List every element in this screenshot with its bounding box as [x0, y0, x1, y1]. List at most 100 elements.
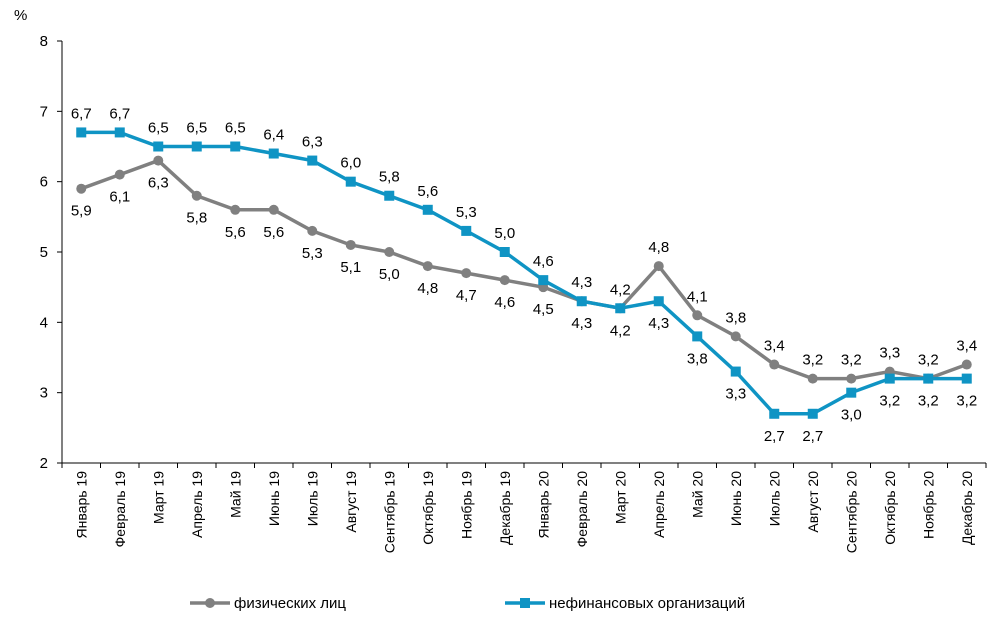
x-tick-label: Май 20	[689, 471, 705, 518]
marker	[307, 155, 318, 166]
data-label: 4,5	[533, 301, 554, 318]
x-tick-label: Август 19	[343, 471, 359, 533]
data-label: 4,8	[648, 239, 669, 256]
x-tick-label: Февраль 19	[112, 471, 128, 548]
y-tick-label: 6	[40, 174, 48, 191]
x-tick-label: Июнь 19	[266, 471, 282, 526]
x-tick-label: Март 19	[150, 471, 166, 524]
x-tick-label: Декабрь 19	[497, 471, 513, 545]
series-line	[81, 130, 967, 416]
x-tick-label: Июль 19	[304, 471, 320, 526]
data-label: 6,4	[263, 127, 284, 144]
x-tick-label: Июль 20	[766, 471, 782, 526]
marker	[884, 373, 895, 384]
marker	[461, 225, 472, 236]
data-label: 3,2	[802, 352, 823, 369]
x-tick-label: Октябрь 19	[420, 471, 436, 545]
marker	[730, 366, 741, 377]
data-label: 3,2	[918, 352, 939, 369]
data-label: 3,8	[687, 350, 708, 367]
data-label: 5,0	[379, 266, 400, 283]
marker	[692, 331, 703, 342]
data-label: 5,1	[340, 259, 361, 276]
data-label: 5,6	[263, 224, 284, 241]
y-tick-label: 7	[40, 103, 48, 120]
data-label: 6,0	[340, 155, 361, 172]
x-tick-label: Январь 20	[535, 471, 551, 539]
marker	[384, 190, 395, 201]
marker	[345, 239, 356, 250]
data-label: 3,3	[725, 386, 746, 403]
marker	[114, 169, 125, 180]
marker	[538, 275, 549, 286]
marker	[461, 268, 472, 279]
marker	[846, 373, 857, 384]
x-tick-label: Декабрь 20	[959, 471, 975, 545]
marker	[268, 148, 279, 159]
marker	[846, 387, 857, 398]
marker	[153, 155, 164, 166]
marker	[191, 141, 202, 152]
data-label: 3,2	[956, 393, 977, 410]
y-tick-label: 5	[40, 244, 48, 261]
data-label: 3,3	[879, 345, 900, 362]
x-tick-label: Январь 19	[73, 471, 89, 539]
data-label: 4,3	[571, 274, 592, 291]
x-tick-label: Август 20	[805, 471, 821, 533]
data-label: 3,0	[841, 407, 862, 424]
marker	[191, 190, 202, 201]
x-tick-label: Ноябрь 19	[458, 471, 474, 539]
x-tick-label: Июнь 20	[728, 471, 744, 526]
marker	[769, 359, 780, 370]
data-label: 6,5	[186, 120, 207, 137]
y-tick-label: 3	[40, 385, 48, 402]
data-label: 5,9	[71, 203, 92, 220]
marker	[615, 303, 626, 314]
marker	[422, 261, 433, 272]
marker	[692, 310, 703, 321]
marker	[807, 373, 818, 384]
marker	[153, 141, 164, 152]
data-label: 3,4	[956, 338, 977, 355]
data-label: 4,3	[648, 315, 669, 332]
data-label: 4,2	[610, 322, 631, 339]
legend-marker	[205, 598, 215, 608]
data-label: 3,4	[764, 338, 785, 355]
series-line	[80, 158, 968, 381]
legend-label: физических лиц	[234, 595, 346, 612]
x-tick-label: Ноябрь 20	[920, 471, 936, 539]
x-tick-label: Февраль 20	[574, 471, 590, 548]
marker	[345, 176, 356, 187]
y-tick-label: 2	[40, 455, 48, 472]
marker	[114, 127, 125, 138]
x-tick-label: Май 19	[227, 471, 243, 518]
data-label: 4,7	[456, 287, 477, 304]
marker	[384, 247, 395, 257]
legend-marker	[520, 598, 530, 608]
x-tick-label: Сентябрь 20	[843, 471, 859, 553]
marker	[230, 141, 241, 152]
data-label: 2,7	[802, 428, 823, 445]
data-label: 6,7	[109, 105, 130, 122]
marker	[76, 183, 87, 194]
marker	[307, 225, 318, 236]
marker	[653, 296, 664, 307]
x-tick-label: Сентябрь 19	[381, 471, 397, 553]
data-label: 5,6	[225, 224, 246, 241]
marker	[807, 408, 818, 419]
y-axis-label: %	[14, 7, 27, 24]
data-label: 6,7	[71, 105, 92, 122]
marker	[961, 359, 972, 370]
marker	[576, 296, 587, 307]
data-label: 4,8	[417, 280, 438, 297]
marker	[769, 408, 780, 419]
data-label: 5,3	[302, 245, 323, 262]
data-label: 5,3	[456, 204, 477, 221]
data-label: 6,5	[225, 120, 246, 137]
data-label: 5,8	[379, 169, 400, 186]
marker	[961, 373, 972, 384]
data-label: 5,8	[186, 210, 207, 227]
data-label: 4,6	[533, 253, 554, 270]
marker	[268, 204, 279, 215]
